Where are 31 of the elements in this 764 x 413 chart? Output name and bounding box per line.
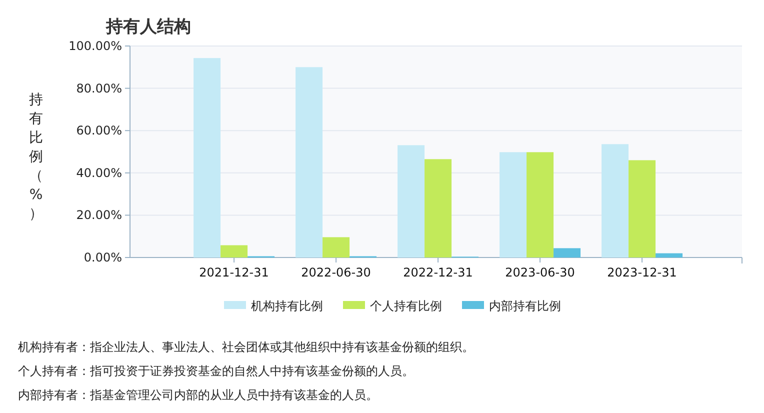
bar xyxy=(220,245,248,258)
bar xyxy=(554,248,581,258)
y-axis-title: 持有比例（%） xyxy=(29,92,43,222)
legend-label: 机构持有比例 xyxy=(251,299,323,313)
bar xyxy=(500,152,527,258)
legend-label: 个人持有比例 xyxy=(370,299,442,313)
x-tick-label: 2021-12-31 xyxy=(199,266,269,280)
bar xyxy=(602,144,629,258)
y-tick-label: 60.00% xyxy=(76,124,122,138)
legend-label: 内部持有比例 xyxy=(489,299,561,313)
x-tick-label: 2022-06-30 xyxy=(301,266,371,280)
y-tick-label: 0.00% xyxy=(84,250,122,264)
x-tick-label: 2023-12-31 xyxy=(607,266,677,280)
chart-title: 持有人结构 xyxy=(105,17,191,37)
bar xyxy=(398,145,425,258)
text: 个人持有者：指可投资于证券投资基金的自然人中持有该基金份额的人员。 xyxy=(18,364,414,378)
bar xyxy=(424,159,452,258)
y-tick-label: 20.00% xyxy=(76,208,122,222)
bar xyxy=(322,237,350,258)
bar xyxy=(656,253,683,258)
bar xyxy=(526,152,554,258)
text: 内部持有者：指基金管理公司内部的从业人员中持有该基金的人员。 xyxy=(18,388,378,402)
x-tick-label: 2022-12-31 xyxy=(403,266,473,280)
bar xyxy=(194,58,221,258)
bar xyxy=(296,67,323,258)
text: 机构持有者：指企业法人、事业法人、社会团体或其他组织中持有该基金份额的组织。 xyxy=(18,340,474,354)
y-tick-label: 80.00% xyxy=(76,81,122,96)
y-tick-label: 100.00% xyxy=(68,39,122,53)
bar xyxy=(628,160,656,258)
x-tick-label: 2023-06-30 xyxy=(505,266,575,280)
y-tick-label: 40.00% xyxy=(76,166,122,180)
